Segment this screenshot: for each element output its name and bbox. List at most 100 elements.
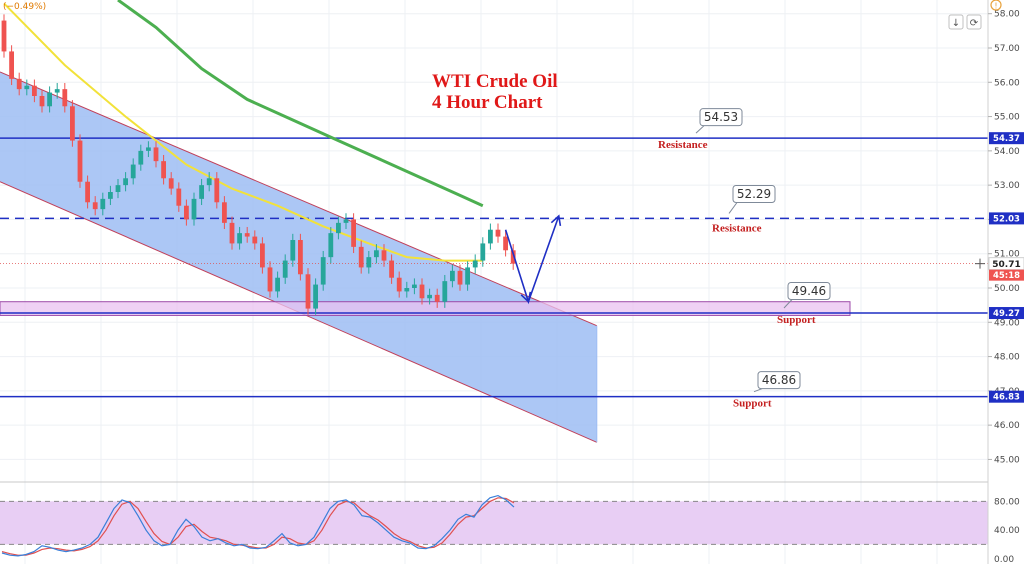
axis-tick-label-5: 53.00 <box>994 181 1020 191</box>
horizontal-levels <box>0 137 988 398</box>
candle-body <box>503 236 508 251</box>
candle-body <box>351 219 356 247</box>
candle-54 <box>412 278 417 295</box>
candle-body <box>77 140 83 182</box>
axis-tick-label-3: 55.00 <box>994 113 1020 123</box>
level-tag-3-bg <box>989 390 1024 403</box>
price-axis <box>988 0 1024 564</box>
projection-arrowhead-down <box>520 291 532 304</box>
candle-56 <box>427 288 432 305</box>
candle-body <box>495 229 501 237</box>
moving-averages <box>3 0 484 262</box>
stoch-axis-label-0: 80.00 <box>994 497 1020 507</box>
candle-51 <box>389 254 394 284</box>
callout-value-0: 54.53 <box>704 110 738 124</box>
stoch-axis-label-2: 0.00 <box>994 555 1014 564</box>
candle-body <box>32 85 37 96</box>
candle-body <box>282 260 288 278</box>
candle-9 <box>70 100 75 147</box>
axis-tick-label-9: 49.00 <box>994 318 1020 328</box>
candle-8 <box>62 82 68 113</box>
candle-body <box>138 150 144 165</box>
candle-24 <box>184 199 189 226</box>
candle-4 <box>32 79 37 103</box>
candle-body <box>434 294 440 302</box>
axis-tick-label-0: 58.00 <box>994 10 1020 20</box>
chart-title-line-2: 4 Hour Chart <box>432 92 543 113</box>
candle-body <box>237 233 242 244</box>
candle-25 <box>191 192 197 226</box>
reset-chart-button[interactable]: ⟳ <box>966 14 982 30</box>
level-label-2: Support <box>777 314 816 326</box>
level-tag-3-text: 46.83 <box>993 393 1020 403</box>
candlesticks <box>1 14 516 315</box>
candle-63 <box>480 237 486 267</box>
candle-body <box>488 229 493 244</box>
candle-23 <box>176 182 182 212</box>
candle-65 <box>495 223 501 243</box>
candle-body <box>427 294 432 299</box>
candle-57 <box>434 288 440 308</box>
candle-44 <box>336 216 341 240</box>
scroll-down-button[interactable]: ↓ <box>948 14 964 30</box>
stoch-axis-label-1: 40.00 <box>994 526 1020 536</box>
candle-66 <box>503 230 508 257</box>
candle-30 <box>229 216 235 250</box>
candle-21 <box>161 154 166 185</box>
candle-11 <box>85 175 90 209</box>
candle-49 <box>374 244 379 264</box>
candle-0 <box>1 14 7 58</box>
callout-pointer-3 <box>753 388 763 393</box>
callout-pointer-2 <box>783 299 793 309</box>
axis-tick-label-10: 48.00 <box>994 353 1020 363</box>
candle-38 <box>290 233 296 267</box>
candle-body <box>62 89 68 107</box>
candle-body <box>381 250 387 261</box>
candle-body <box>358 246 364 268</box>
level-label-3: Support <box>733 398 772 410</box>
candle-body <box>374 250 379 258</box>
candle-body <box>305 274 311 309</box>
candle-body <box>100 198 106 210</box>
candle-12 <box>92 196 98 216</box>
candle-47 <box>358 240 364 274</box>
current-price-text: 50.71 <box>992 260 1020 270</box>
candle-40 <box>305 268 311 315</box>
candle-32 <box>244 226 250 243</box>
candle-body <box>267 267 273 292</box>
level-tag-1: 52.03 <box>989 212 1024 225</box>
candle-body <box>39 96 45 107</box>
candle-body <box>457 270 463 285</box>
callout-box-3 <box>757 371 801 390</box>
candle-28 <box>214 172 220 209</box>
candle-45 <box>343 213 349 230</box>
callout-pointer-1 <box>728 202 738 214</box>
candle-body <box>252 236 258 244</box>
candle-body <box>320 257 326 285</box>
level-tag-1-text: 52.03 <box>993 214 1020 224</box>
candle-body <box>222 202 227 223</box>
candle-body <box>108 192 113 199</box>
change-percent: (−0.49%) <box>3 2 46 12</box>
svg-text:⟳: ⟳ <box>970 18 979 29</box>
candle-3 <box>24 79 30 96</box>
candle-1 <box>9 45 14 86</box>
candle-16 <box>123 172 128 192</box>
candle-17 <box>130 158 136 185</box>
candle-body <box>396 277 402 292</box>
alert-icon[interactable]: ! <box>990 0 1002 11</box>
candle-body <box>366 257 372 268</box>
candle-body <box>9 51 14 79</box>
stoch-band-fill <box>0 501 988 545</box>
candle-body <box>336 222 341 234</box>
level-label-1: Resistance <box>712 222 762 234</box>
callout-value-3: 46.86 <box>762 373 796 387</box>
moving-average-slow <box>117 0 484 208</box>
candle-36 <box>275 271 280 298</box>
projection-arrowhead-up <box>550 214 562 227</box>
candle-62 <box>472 254 478 274</box>
moving-average-fast <box>3 2 483 262</box>
candle-35 <box>267 261 273 298</box>
